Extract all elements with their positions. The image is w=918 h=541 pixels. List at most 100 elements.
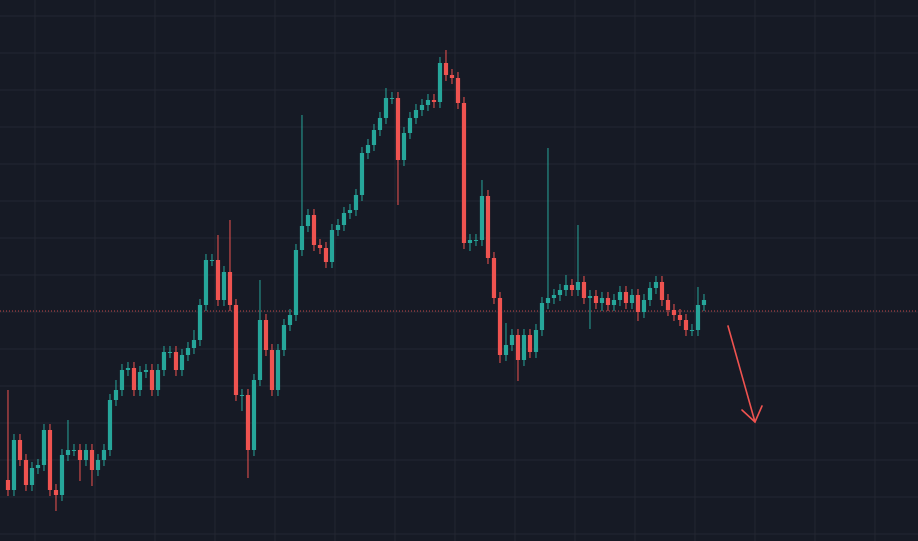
- candle-body: [197, 305, 203, 340]
- candle-body: [533, 330, 539, 352]
- candle-body: [677, 315, 683, 320]
- candle-body: [587, 296, 593, 298]
- candle-body: [173, 352, 179, 370]
- candle-body: [485, 196, 491, 258]
- candle-body: [413, 110, 419, 118]
- candle-body: [665, 300, 671, 310]
- candles: [0, 50, 918, 511]
- candle-body: [269, 350, 275, 390]
- candle-body: [299, 226, 305, 250]
- candle-body: [317, 245, 323, 248]
- candle-body: [419, 105, 425, 110]
- candle-body: [191, 340, 197, 348]
- arrow-head: [741, 405, 763, 424]
- candle-body: [95, 460, 101, 470]
- candle-body: [161, 352, 167, 370]
- candle-body: [53, 490, 59, 495]
- candle-body: [71, 450, 77, 451]
- candle-body: [437, 63, 443, 102]
- candle-body: [629, 295, 635, 303]
- candle-body: [305, 215, 311, 226]
- candle-body: [407, 118, 413, 133]
- candle-body: [11, 440, 17, 490]
- candle-body: [593, 296, 599, 303]
- candle-body: [251, 380, 257, 450]
- candle-body: [233, 305, 239, 395]
- candle-body: [137, 372, 143, 390]
- candle-body: [545, 298, 551, 303]
- candle-body: [635, 295, 641, 312]
- candle-body: [119, 370, 125, 390]
- candle-body: [89, 450, 95, 470]
- candle-body: [581, 282, 587, 298]
- candle-body: [257, 320, 263, 380]
- candle-body: [83, 450, 89, 460]
- candle-body: [221, 272, 227, 300]
- candle-body: [443, 63, 449, 75]
- candle-body: [401, 133, 407, 160]
- candle-body: [365, 145, 371, 153]
- candle-body: [389, 98, 395, 99]
- candle-body: [239, 395, 245, 396]
- candle-body: [377, 118, 383, 130]
- candle-body: [515, 335, 521, 360]
- candle-body: [695, 305, 701, 330]
- candle-body: [659, 282, 665, 300]
- candle-body: [623, 292, 629, 303]
- candle-body: [179, 355, 185, 370]
- candle-body: [551, 295, 557, 298]
- candle-body: [59, 455, 65, 495]
- candle-body: [293, 250, 299, 315]
- candle-body: [341, 213, 347, 225]
- candle-body: [29, 468, 35, 485]
- candle-body: [347, 210, 353, 213]
- candle-body: [227, 272, 233, 305]
- candle-body: [17, 440, 23, 460]
- candle-body: [275, 350, 281, 390]
- candle-body: [521, 335, 527, 360]
- candle-body: [371, 130, 377, 145]
- candle-body: [641, 300, 647, 312]
- candle-body: [65, 450, 71, 455]
- candle-body: [185, 348, 191, 355]
- candle-body: [647, 288, 653, 300]
- candle-body: [149, 370, 155, 390]
- candle-body: [491, 258, 497, 298]
- candle-body: [23, 460, 29, 485]
- arrow-shaft: [727, 325, 756, 423]
- candle-body: [287, 315, 293, 325]
- candle-body: [41, 430, 47, 465]
- candle-body: [77, 450, 83, 460]
- candle-body: [605, 298, 611, 305]
- candle-body: [539, 303, 545, 330]
- candle-body: [653, 282, 659, 288]
- candle-body: [335, 225, 341, 230]
- candle-body: [311, 215, 317, 245]
- candle-body: [497, 298, 503, 355]
- candle-body: [701, 300, 707, 305]
- candle-body: [215, 260, 221, 300]
- candle-body: [575, 282, 581, 290]
- candle-body: [473, 240, 479, 241]
- candle-body: [455, 78, 461, 103]
- candle-body: [563, 285, 569, 290]
- candle-body: [245, 395, 251, 450]
- candle-body: [395, 98, 401, 160]
- candle-body: [503, 345, 509, 355]
- candle-body: [263, 320, 269, 350]
- candle-body: [107, 400, 113, 450]
- candle-body: [617, 292, 623, 300]
- candle-body: [689, 330, 695, 331]
- candle-body: [569, 285, 575, 290]
- candle-body: [461, 103, 467, 243]
- candle-body: [143, 370, 149, 372]
- candle-body: [329, 230, 335, 262]
- candle-body: [131, 368, 137, 390]
- candle-body: [527, 335, 533, 352]
- candle-body: [203, 260, 209, 305]
- candle-body: [611, 300, 617, 305]
- candle-body: [281, 325, 287, 350]
- candle-body: [449, 75, 455, 78]
- candle-body: [599, 298, 605, 303]
